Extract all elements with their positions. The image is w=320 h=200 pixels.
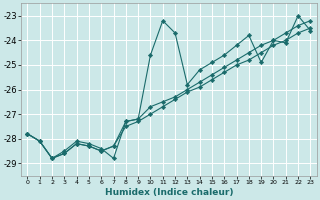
X-axis label: Humidex (Indice chaleur): Humidex (Indice chaleur) [105,188,233,197]
